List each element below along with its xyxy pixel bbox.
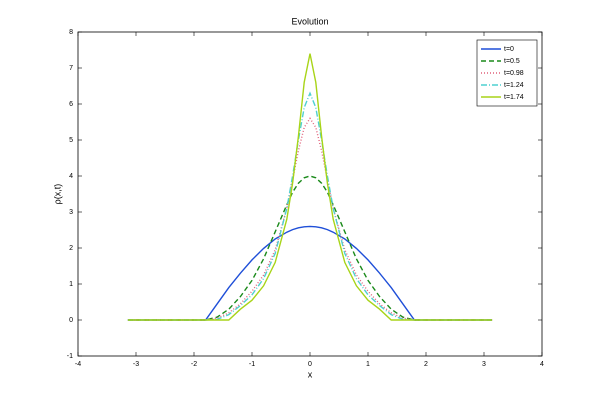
x-tick-label: 3 — [482, 361, 486, 368]
x-tick-label: 1 — [366, 361, 370, 368]
x-tick-label: 0 — [308, 361, 312, 368]
legend-label: t=1.74 — [504, 94, 524, 101]
y-tick-label: -1 — [67, 353, 73, 360]
x-tick-label: -1 — [249, 361, 255, 368]
y-axis-label: ρ(x,t) — [52, 184, 62, 205]
line-series — [127, 175, 493, 321]
x-tick-label: 2 — [424, 361, 428, 368]
legend-label: t=1.24 — [504, 82, 524, 89]
y-tick-label: 4 — [69, 173, 73, 180]
y-tick-label: 6 — [69, 101, 73, 108]
y-tick-label: 3 — [69, 209, 73, 216]
x-tick-label: -2 — [191, 361, 197, 368]
y-tick-label: 2 — [69, 245, 73, 252]
x-tick-label: 4 — [540, 361, 544, 368]
y-tick-label: 1 — [69, 281, 73, 288]
chart-title: Evolution — [291, 16, 328, 26]
x-tick-label: -3 — [133, 361, 139, 368]
line-series — [127, 53, 493, 321]
y-tick-label: 8 — [69, 29, 73, 36]
line-series — [127, 117, 493, 321]
axes-box — [77, 31, 543, 357]
legend-label: t=0.98 — [504, 70, 524, 77]
y-tick-label: 5 — [69, 137, 73, 144]
legend-label: t=0.5 — [504, 58, 520, 65]
x-tick-label: -4 — [75, 361, 81, 368]
x-axis-label: x — [308, 369, 313, 379]
legend-label: t=0 — [504, 46, 514, 53]
y-tick-label: 7 — [69, 65, 73, 72]
line-series — [127, 225, 493, 321]
line-series — [127, 91, 493, 321]
y-tick-label: 0 — [69, 317, 73, 324]
